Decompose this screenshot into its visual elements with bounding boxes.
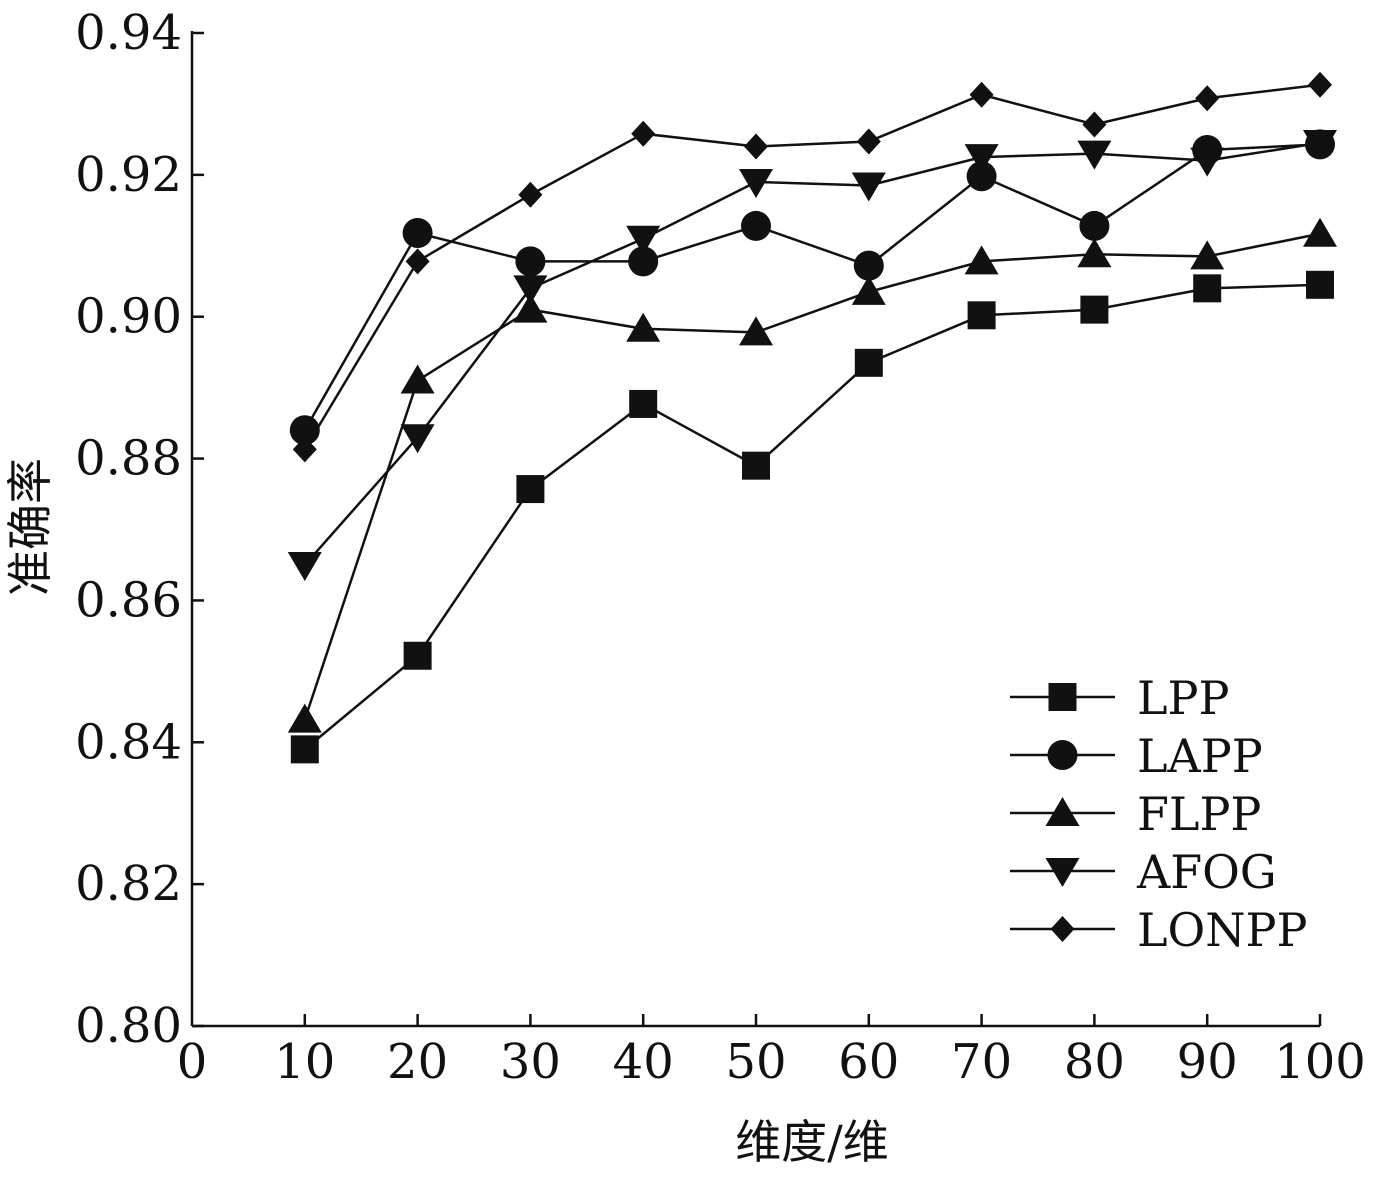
x-tick-label: 40 [613,1034,674,1090]
x-tick-label: 50 [725,1034,786,1090]
data-point-lpp [854,348,883,377]
data-point-lpp [742,451,770,480]
y-axis-title: 准确率 [3,458,57,596]
legend-label-afog: AFOG [1136,845,1277,899]
data-point-lpp [1193,274,1222,303]
data-point-afog [400,424,435,454]
data-point-afog [1303,129,1337,159]
data-point-lapp [853,250,884,281]
legend-label-lonpp: LONPP [1137,903,1307,957]
y-tick-label: 0.88 [75,431,182,487]
data-point-lonpp [969,81,994,108]
data-point-flpp [851,275,886,305]
series-layer [287,71,1337,764]
x-tick-label: 0 [177,1034,208,1090]
data-point-lonpp [856,128,881,155]
legend-item-afog: AFOG [1010,845,1277,899]
x-tick-label: 70 [951,1034,1012,1090]
y-tick-label: 0.86 [75,572,182,628]
data-point-afog [739,168,773,198]
data-point-lpp [967,301,996,330]
data-point-afog [964,144,999,174]
data-point-afog [851,172,886,202]
series-line-afog [303,141,1321,566]
legend-label-flpp: FLPP [1137,787,1261,841]
data-point-lonpp [518,181,543,208]
data-point-flpp [626,312,661,342]
x-tick-label: 60 [838,1034,899,1090]
data-point-lonpp [405,248,430,275]
data-point-lonpp [1195,85,1220,112]
data-point-afog [513,275,548,305]
y-tick-label: 0.92 [75,147,182,203]
data-point-lpp [629,389,658,418]
data-point-lapp [515,246,546,277]
x-tick-label: 80 [1064,1034,1125,1090]
data-point-lapp [1079,210,1110,241]
data-point-lpp [403,641,432,670]
data-point-flpp [287,703,322,733]
y-tick-label: 0.84 [75,714,182,770]
data-point-lpp [1080,295,1109,324]
data-point-afog [1077,140,1112,170]
data-point-flpp [964,245,999,275]
y-tick-label: 0.94 [75,5,182,61]
series-line-lapp [303,143,1321,431]
series-line-lpp [304,283,1321,751]
data-point-lonpp [1082,111,1107,138]
series-afog [287,129,1337,581]
data-point-flpp [1190,240,1225,270]
data-point-afog [1190,147,1225,177]
series-lpp [290,270,1334,764]
data-point-lpp [1306,270,1334,299]
data-point-lonpp [744,133,768,160]
data-point-lapp [402,218,433,249]
data-point-lonpp [1308,71,1332,98]
legend-label-lapp: LAPP [1137,729,1263,783]
data-point-lpp [290,735,319,764]
data-point-flpp [400,364,435,394]
x-tick-label: 90 [1177,1034,1238,1090]
series-line-flpp [303,232,1321,720]
axes: 0.80 0.82 0.84 0.86 0.88 0.90 0.92 0.94 0 10 20 30 4… [75,5,1366,1090]
y-tick-label: 0.80 [75,998,182,1054]
data-point-flpp [1303,217,1337,247]
data-point-lonpp [631,120,656,147]
x-tick-label: 10 [274,1034,335,1090]
data-point-flpp [739,316,773,346]
legend-marker [1048,683,1077,711]
legend-marker [1045,797,1080,826]
legend-item-lonpp: LONPP [1010,903,1307,957]
data-point-lonpp [292,436,317,463]
data-point-lapp [741,210,771,241]
legend-marker [1047,740,1078,770]
data-point-flpp [513,293,548,323]
legend-label-lpp: LPP [1137,671,1229,725]
data-point-lapp [628,246,659,277]
data-point-flpp [1077,238,1112,268]
x-tick-label: 20 [387,1034,448,1090]
y-tick-label: 0.90 [75,289,182,345]
data-point-lpp [516,475,545,504]
legend-item-flpp: FLPP [1010,787,1261,841]
legend-marker [1045,858,1080,887]
series-flpp [287,217,1337,733]
legend-item-lpp: LPP [1010,671,1229,725]
data-point-lapp [966,161,997,192]
x-tick-label: 100 [1274,1034,1366,1090]
legend-item-lapp: LAPP [1010,729,1263,783]
y-tick-label: 0.82 [75,856,182,912]
series-lonpp [292,71,1332,463]
x-tick-label: 30 [500,1034,561,1090]
series-line-lonpp [303,83,1321,450]
x-axis-title: 维度/维 [735,1115,889,1169]
data-point-afog [626,225,661,255]
legend-marker [1050,916,1075,942]
data-point-afog [287,551,322,581]
